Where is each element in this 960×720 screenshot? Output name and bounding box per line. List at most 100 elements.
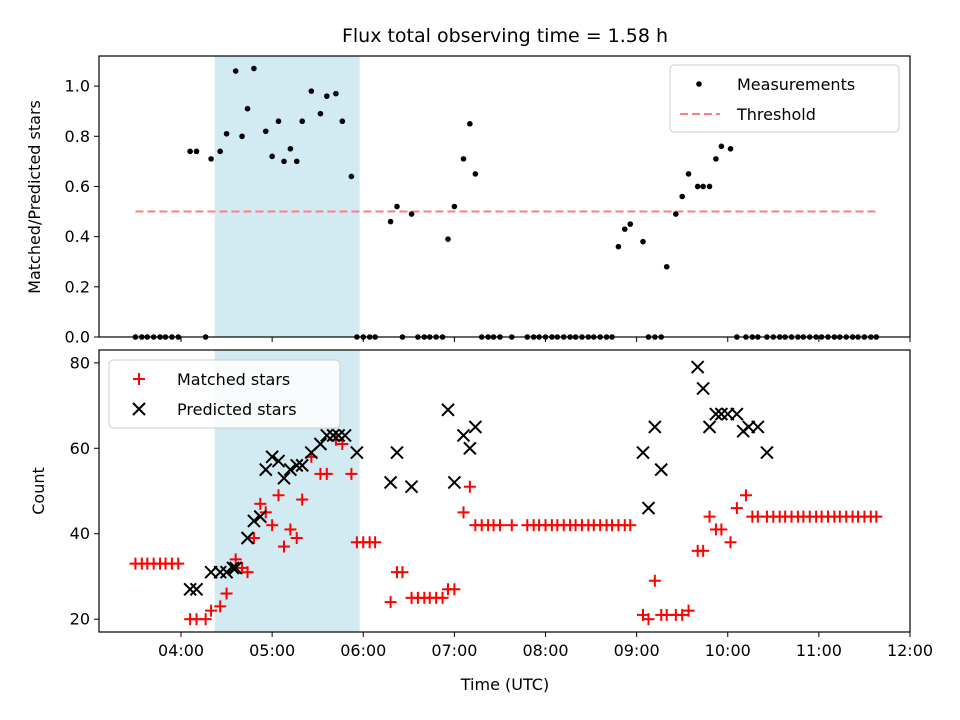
predicted-star-point bbox=[189, 582, 204, 596]
measurement-point bbox=[348, 173, 355, 180]
matched-star-point bbox=[396, 566, 409, 579]
matched-star-point bbox=[277, 540, 290, 553]
predicted-star-point bbox=[313, 437, 328, 451]
top-y-axis-label: Matched/Predicted stars bbox=[25, 100, 44, 294]
legend-matched-label: Matched stars bbox=[177, 370, 290, 389]
matched-star-point bbox=[642, 613, 655, 626]
observing-window-band bbox=[214, 56, 360, 337]
measurement-point bbox=[727, 146, 734, 152]
matched-star-point bbox=[682, 604, 695, 617]
bottom-panel-marks bbox=[129, 360, 883, 626]
bottom-y-axis-label: Count bbox=[29, 467, 48, 515]
x-axis-label: Time (UTC) bbox=[460, 675, 549, 694]
predicted-star-point bbox=[390, 445, 404, 460]
matched-star-point bbox=[697, 544, 710, 557]
predicted-star-point bbox=[702, 420, 717, 434]
measurement-point bbox=[640, 238, 646, 245]
predicted-star-point bbox=[320, 428, 334, 443]
x-tick-label: 05:00 bbox=[249, 641, 295, 660]
matched-star-point bbox=[205, 604, 218, 617]
predicted-star-point bbox=[271, 454, 286, 468]
x-tick-label: 04:00 bbox=[158, 641, 204, 660]
matched-star-point bbox=[703, 510, 716, 523]
measurement-point bbox=[718, 143, 725, 150]
predicted-star-point bbox=[463, 441, 477, 455]
y-tick-label: 0.6 bbox=[65, 177, 90, 196]
predicted-star-point bbox=[253, 509, 267, 524]
measurement-point bbox=[694, 183, 701, 190]
predicted-star-point bbox=[690, 360, 705, 374]
matched-star-point bbox=[448, 583, 461, 596]
measurement-point bbox=[706, 183, 713, 190]
measurement-point bbox=[308, 88, 315, 94]
measurement-point bbox=[333, 90, 339, 97]
x-tick-label: 06:00 bbox=[340, 641, 386, 660]
predicted-star-point bbox=[447, 475, 462, 490]
measurement-point bbox=[217, 148, 223, 155]
measurement-point bbox=[187, 148, 193, 155]
predicted-star-point bbox=[265, 450, 279, 464]
measurement-point bbox=[700, 183, 706, 190]
measurement-point bbox=[281, 158, 287, 165]
predicted-star-point bbox=[350, 445, 364, 460]
legend-predicted-label: Predicted stars bbox=[177, 400, 297, 419]
y-tick-label: 20 bbox=[70, 610, 90, 629]
matched-star-point bbox=[199, 613, 212, 626]
predicted-star-point bbox=[226, 561, 240, 575]
measurement-point bbox=[621, 226, 628, 232]
predicted-star-point bbox=[641, 501, 656, 515]
matched-star-point bbox=[493, 519, 506, 532]
measurement-point bbox=[193, 148, 200, 155]
top-panel-marks bbox=[132, 65, 880, 340]
predicted-star-point bbox=[714, 407, 729, 421]
predicted-star-point bbox=[456, 428, 471, 443]
measurement-point bbox=[299, 118, 306, 125]
predicted-star-point bbox=[295, 458, 309, 473]
predicted-star-point bbox=[259, 462, 273, 477]
measurement-point bbox=[451, 203, 458, 210]
predicted-star-point bbox=[326, 428, 340, 443]
predicted-star-point bbox=[228, 561, 243, 575]
predicted-star-point bbox=[247, 514, 261, 528]
matched-star-point bbox=[296, 493, 309, 506]
predicted-star-point bbox=[240, 531, 255, 545]
measurement-point bbox=[208, 156, 214, 162]
matched-star-point bbox=[715, 523, 728, 536]
predicted-star-point bbox=[183, 582, 197, 596]
predicted-star-point bbox=[331, 428, 346, 443]
axis-ticks: 04:00 05:00 06:00 07:00 08:00 09:00 10:00 11:00… bbox=[65, 77, 934, 660]
matched-star-point bbox=[345, 467, 358, 480]
matched-star-point bbox=[730, 502, 743, 515]
measurement-point bbox=[445, 236, 451, 242]
measurement-point bbox=[615, 243, 622, 250]
measurement-point bbox=[239, 133, 245, 140]
measurement-point bbox=[269, 153, 275, 160]
predicted-star-point bbox=[277, 471, 291, 485]
matched-star-point bbox=[284, 523, 297, 536]
bottom-legend: Matched stars Predicted stars bbox=[108, 359, 341, 429]
measurement-point bbox=[223, 130, 230, 137]
x-tick-label: 07:00 bbox=[431, 641, 477, 660]
measurement-point bbox=[460, 156, 467, 162]
matched-star-point bbox=[724, 536, 737, 549]
matched-star-point bbox=[220, 587, 233, 600]
measurement-point bbox=[262, 128, 269, 135]
legend-matched-marker bbox=[133, 373, 145, 385]
matched-star-point bbox=[247, 532, 260, 544]
matched-star-point bbox=[463, 480, 476, 493]
measurement-point bbox=[232, 68, 239, 74]
predicted-star-point bbox=[468, 420, 483, 434]
measurement-point bbox=[387, 218, 394, 225]
matched-star-point bbox=[214, 600, 227, 613]
matched-star-point bbox=[624, 519, 637, 532]
measurement-point bbox=[408, 211, 415, 217]
measurement-point bbox=[685, 171, 692, 177]
matched-star-point bbox=[384, 596, 397, 609]
measurement-point bbox=[251, 65, 257, 72]
chart-title: Flux total observing time = 1.58 h bbox=[342, 25, 668, 47]
predicted-star-point bbox=[760, 445, 774, 460]
legend-threshold-label: Threshold bbox=[736, 105, 816, 124]
y-tick-label: 0.2 bbox=[65, 277, 90, 296]
bottom-panel-frame bbox=[98, 349, 911, 633]
top-panel-frame bbox=[98, 55, 911, 338]
